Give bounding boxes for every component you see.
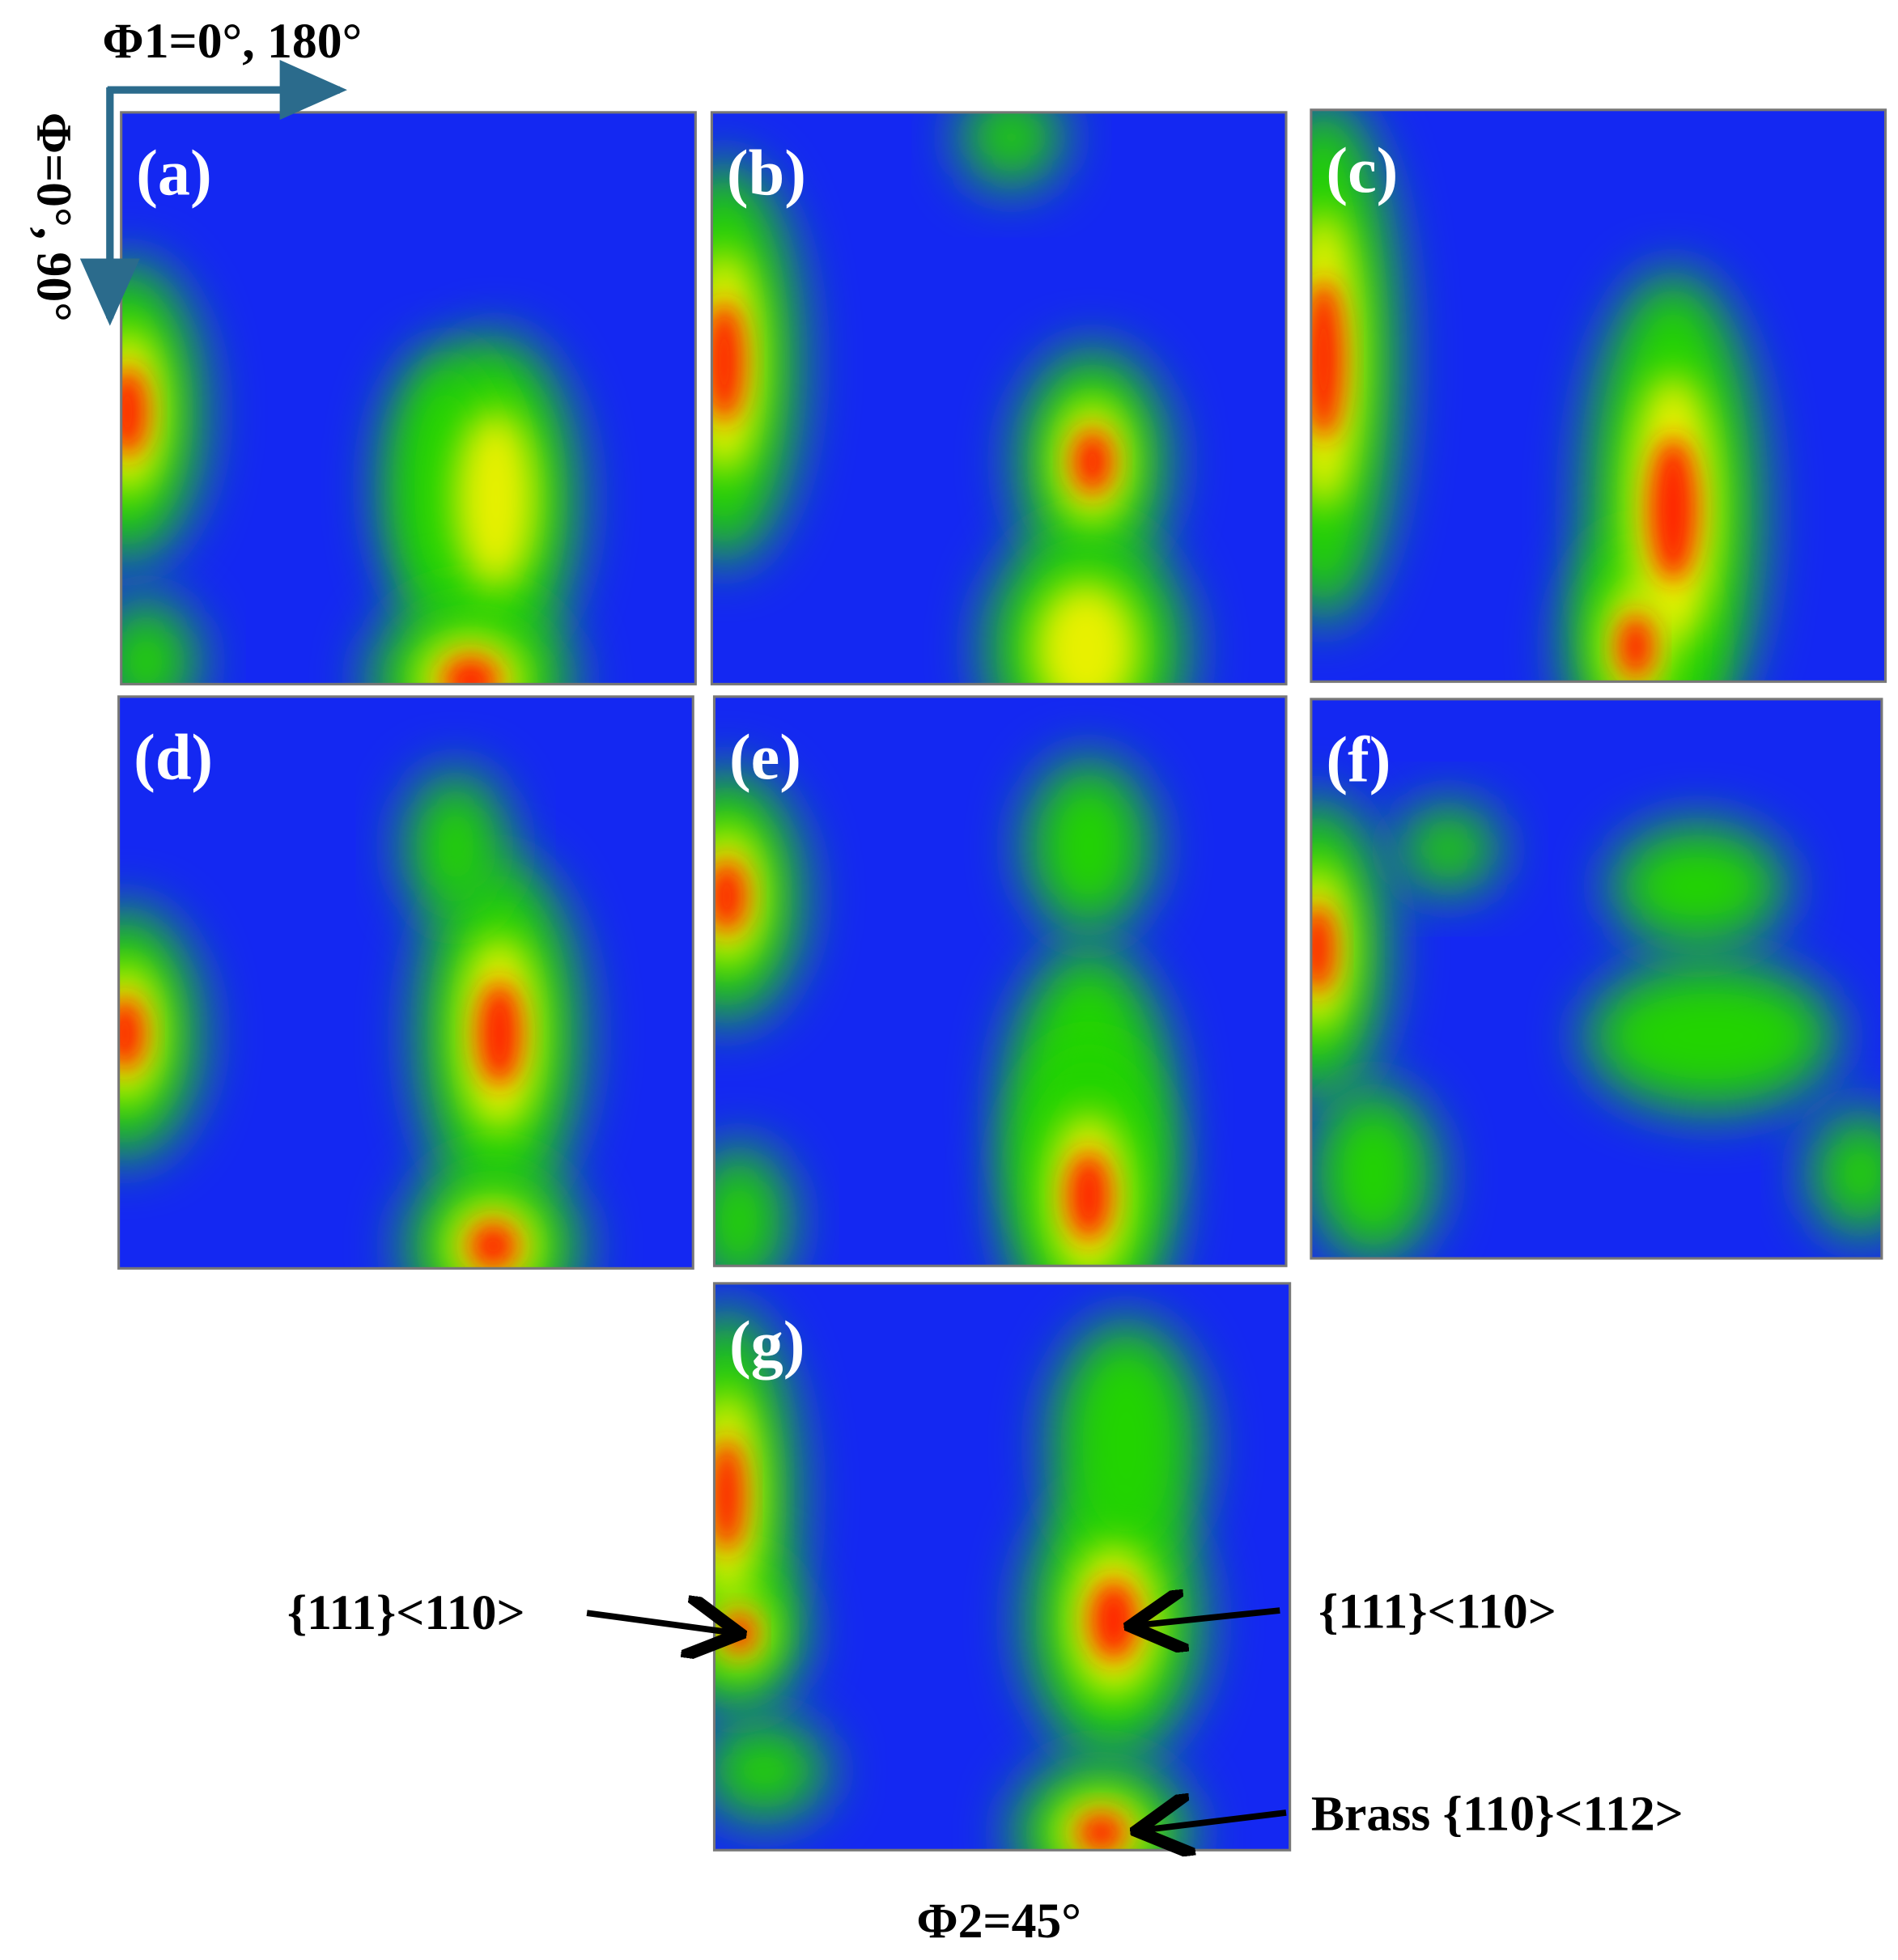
intensity-blob <box>1310 1086 1437 1259</box>
panel-border <box>120 111 697 685</box>
phi-label: Φ=0°, 90° <box>26 112 81 322</box>
panel-border <box>117 695 694 1270</box>
panel-label: (g) <box>729 1309 805 1381</box>
odf-panel: (g) <box>712 1282 1292 1852</box>
intensity-blob <box>1617 614 1654 679</box>
panel-border <box>1310 108 1887 683</box>
heatmap <box>711 112 1287 685</box>
intensity-blob <box>1089 1580 1138 1661</box>
panel-label: (c) <box>1326 136 1398 207</box>
annotation: {111}<110> <box>287 1585 525 1640</box>
intensity-blob <box>714 1146 790 1266</box>
intensity-blob <box>1077 1812 1126 1851</box>
annotation-arrow <box>586 1613 734 1633</box>
odf-panel: (e) <box>712 695 1288 1267</box>
heatmap <box>714 1283 1290 1851</box>
heatmap <box>1310 698 1882 1259</box>
panel-label: (f) <box>1326 725 1391 796</box>
phi1-label: Φ1=0°, 180° <box>103 14 363 69</box>
intensity-blob <box>714 1720 827 1821</box>
panel-label: (a) <box>136 138 212 210</box>
intensity-blob <box>1310 905 1335 993</box>
panel-border <box>710 111 1288 685</box>
intensity-blob <box>1034 581 1139 685</box>
heatmap <box>1310 109 1886 682</box>
intensity-blob <box>1649 437 1697 582</box>
panel-label: (e) <box>729 723 801 794</box>
intensity-blob <box>1067 1152 1111 1241</box>
odf-panel: (c) <box>1310 108 1887 683</box>
intensity-blob <box>1586 961 1836 1111</box>
intensity-blob <box>406 771 506 922</box>
odf-panel: (a) <box>120 111 697 685</box>
intensity-blob <box>711 302 745 422</box>
odf-panel: (f) <box>1310 698 1883 1260</box>
annotation-arrow <box>1143 1813 1287 1831</box>
intensity-blob <box>1611 824 1786 949</box>
intensity-blob <box>121 367 148 456</box>
intensity-blob <box>714 1440 745 1552</box>
panels: (a) (b) (c) (d) (e) (f) (g) <box>117 108 1887 1852</box>
intensity-blob <box>477 982 522 1086</box>
intensity-blob <box>118 997 146 1070</box>
annotation: {111}<110> <box>1318 1585 1556 1640</box>
heatmap <box>121 112 696 685</box>
annotation: Brass {110}<112> <box>1311 1787 1684 1842</box>
intensity-blob <box>961 112 1062 188</box>
background <box>714 696 1287 1266</box>
background <box>118 696 694 1269</box>
intensity-blob <box>1310 279 1344 439</box>
intensity-blob <box>443 656 499 685</box>
panel-border <box>712 695 1288 1267</box>
intensity-blob <box>1072 430 1113 494</box>
intensity-blob <box>121 599 197 685</box>
panel-label: (b) <box>727 138 806 210</box>
panel-label: (d) <box>134 723 213 794</box>
odf-panel: (b) <box>710 111 1288 685</box>
intensity-blob <box>1051 1321 1202 1571</box>
intensity-blob <box>1398 805 1499 893</box>
panel-border <box>712 1282 1292 1852</box>
intensity-blob <box>1810 1111 1882 1237</box>
heatmap <box>714 696 1287 1266</box>
intensity-blob <box>714 860 747 933</box>
heatmap <box>118 696 694 1269</box>
intensity-blob <box>469 1221 518 1269</box>
panel-border <box>1310 698 1883 1260</box>
annotation-arrow <box>1136 1610 1280 1626</box>
phi2-label: Φ2=45° <box>916 1894 1081 1949</box>
intensity-blob <box>454 409 537 590</box>
intensity-blob <box>1026 758 1152 934</box>
odf-panel: (d) <box>117 695 694 1270</box>
